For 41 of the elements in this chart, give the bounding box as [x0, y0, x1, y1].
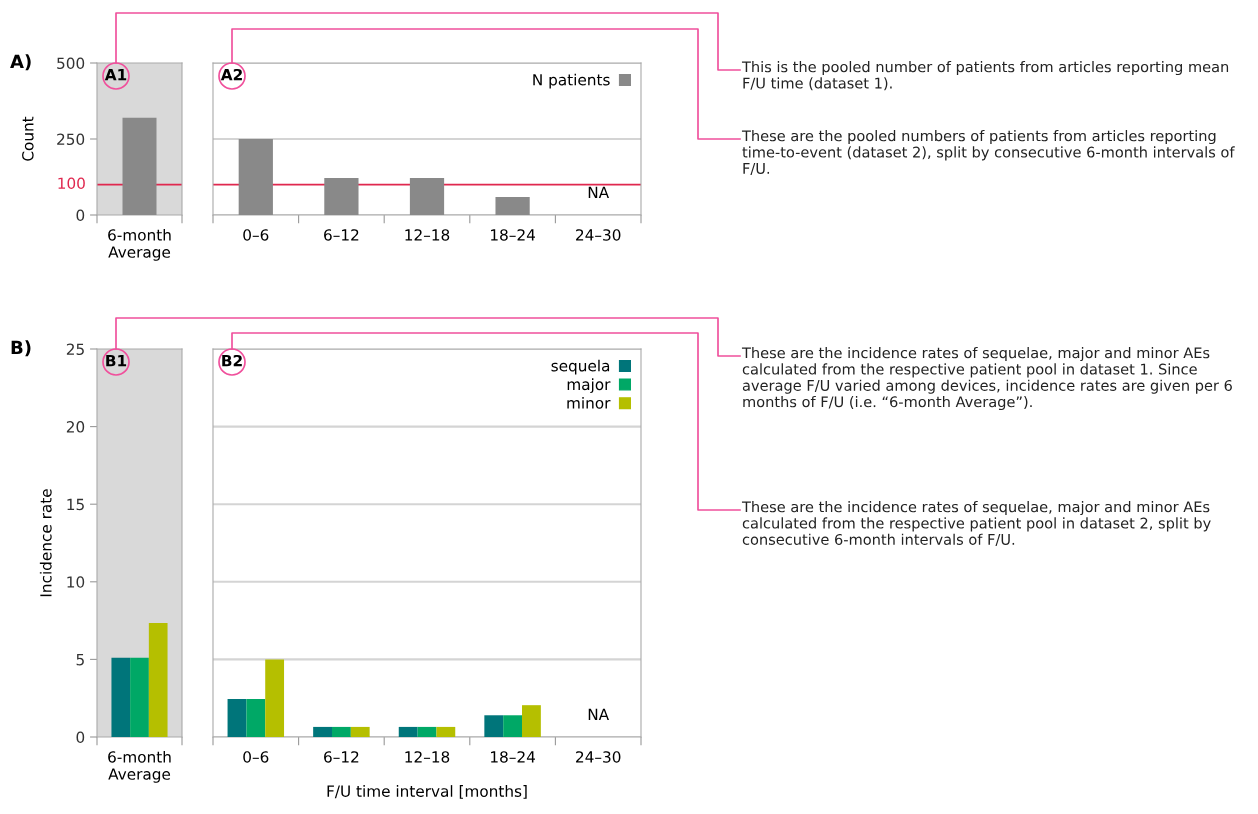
y-tick-label: 500: [57, 57, 85, 70]
x-tick-label: 0–6: [243, 229, 269, 241]
text: These are the pooled numbers of patients from articles reporting time-to-event (dataset 2), split by consecutive 6-month intervals of F/U.: [741, 130, 1235, 176]
annotation: NA: [588, 186, 610, 198]
ref-line-label: 100: [58, 177, 85, 190]
y-axis-title: Incidence rate: [39, 489, 52, 597]
y-tick-label: 0: [76, 731, 85, 744]
legend-label: N patients: [533, 73, 610, 89]
y-tick-label: 250: [57, 133, 85, 146]
y-tick-label: 25: [66, 343, 84, 356]
x-tick-label: 0–6: [243, 751, 269, 763]
text: These are the incidence rates of sequelae, major and minor AEs calculated from the respective patient pool in dataset 1. Since average F/U varied among devices, incidence rates are given per 6 months of F/U (i.e. “6-month Average”).: [741, 347, 1232, 411]
y-tick-label: 0: [76, 209, 85, 222]
y-tick-label: 20: [66, 421, 85, 433]
annotation: A1: [104, 69, 127, 81]
text: These are the incidence rates of sequelae, major and minor AEs calculated from the respective patient pool in dataset 2, split by consecutive 6-month intervals of F/U.: [741, 501, 1211, 547]
legend-label: sequela: [551, 359, 610, 375]
x-tick-label: 24–30: [576, 751, 621, 763]
x-tick-label: 6–12: [324, 751, 359, 763]
x-tick-label: 12–18: [405, 751, 450, 763]
y-tick-label: 15: [67, 498, 84, 511]
text: B): [11, 340, 31, 357]
legend-label: minor: [567, 396, 611, 409]
x-tick-label: 12–18: [405, 229, 450, 241]
legend-label: major: [567, 378, 611, 394]
x-tick-label: 24–30: [576, 229, 621, 241]
y-tick-label: 10: [67, 576, 85, 588]
text: This is the pooled number of patients from articles reporting mean F/U time (dataset 1).: [741, 61, 1229, 91]
annotation: NA: [588, 708, 610, 720]
y-axis-title: Count: [22, 116, 34, 161]
x-axis-title: F/U time interval [months]: [327, 785, 527, 799]
x-tick-label: 18–24: [491, 229, 535, 241]
annotation: B1: [106, 355, 127, 367]
x-tick-label: 18–24: [491, 751, 535, 763]
text: A): [10, 54, 31, 71]
x-tick-label: 6-month Average: [108, 750, 171, 783]
y-tick-label: 5: [76, 654, 84, 666]
x-tick-label: 6–12: [324, 229, 359, 241]
annotation: B2: [222, 354, 242, 367]
annotation: A2: [220, 68, 242, 81]
x-tick-label: 6-month Average: [108, 228, 171, 261]
